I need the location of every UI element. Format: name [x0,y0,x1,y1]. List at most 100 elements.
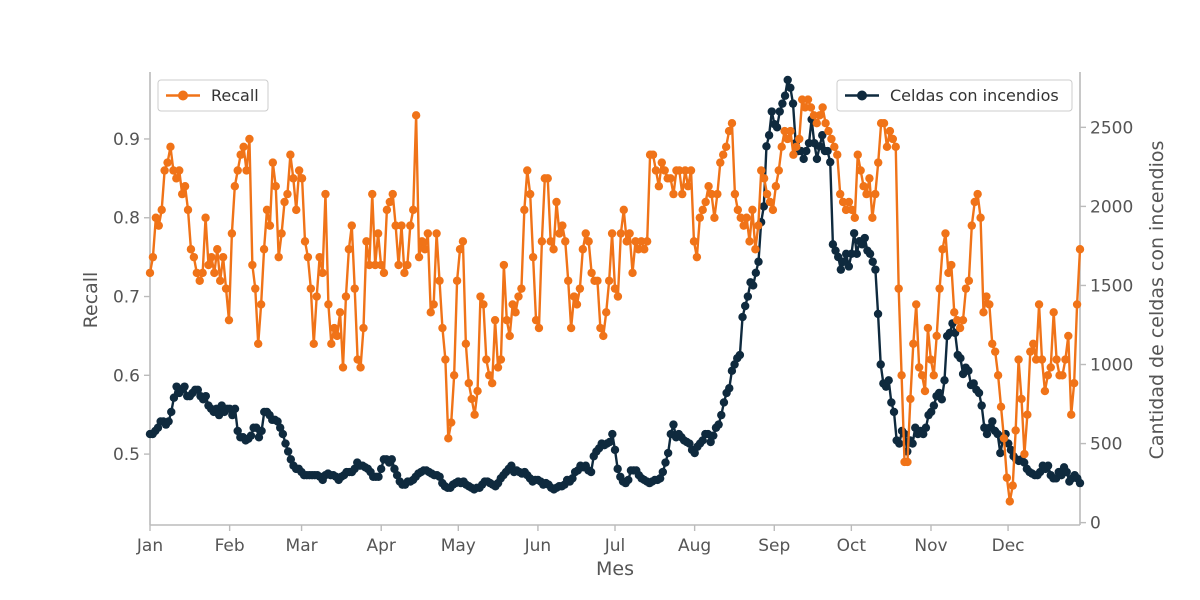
data-point [658,467,668,477]
data-point [999,434,1009,443]
data-point [686,166,696,175]
data-point [908,439,917,448]
data-point [789,150,798,159]
data-point [821,119,830,128]
data-point [772,123,782,132]
right-tick-label: 1000 [1090,356,1133,376]
data-point [376,260,386,270]
data-point [455,245,465,254]
data-point [743,292,753,301]
data-point [894,284,903,293]
data-point [228,410,237,420]
data-point [1046,363,1055,372]
data-point [1049,308,1058,317]
data-point [977,401,986,410]
data-point [390,464,399,474]
data-point [564,276,573,285]
data-point [525,189,535,199]
data-point [871,189,880,199]
data-point [895,439,904,448]
data-point [517,284,526,293]
data-point [432,229,441,238]
x-tick-label: Oct [837,536,867,556]
data-point [780,126,789,136]
data-point [414,252,424,262]
data-point [824,126,833,136]
data-point [751,268,761,278]
right-tick-label: 2000 [1090,197,1133,217]
data-point [762,189,772,199]
data-point [868,213,877,222]
left-tick-label: 0.9 [113,130,140,150]
data-point [675,166,684,175]
data-point [239,142,248,152]
data-point [716,158,725,167]
data-point [610,284,620,293]
data-point [690,448,699,458]
right-tick-label: 2500 [1090,118,1133,138]
data-point [631,237,640,246]
data-point [685,439,694,448]
data-point [256,300,266,309]
data-point [938,245,947,254]
x-tick-label: Apr [367,536,396,556]
data-point [912,300,921,309]
data-point [406,221,415,230]
data-point [827,134,836,144]
data-point [575,284,585,293]
data-point [879,119,889,128]
data-point [613,464,622,474]
data-point [634,245,643,254]
data-point [273,417,282,426]
data-point [888,134,898,144]
data-point [392,470,402,480]
data-point [160,166,169,175]
data-point [786,126,795,136]
data-point [678,189,687,199]
data-point [920,386,930,396]
data-point [262,205,272,215]
data-point [280,197,289,207]
data-point [818,103,827,112]
data-point [423,229,433,238]
data-point [973,189,982,199]
data-point [642,237,652,246]
data-point [660,166,669,175]
data-point [251,284,260,293]
data-point [306,284,316,293]
data-point [792,142,801,152]
data-point [974,388,984,398]
data-point [996,448,1005,458]
data-point [871,265,880,274]
data-point [268,158,278,167]
data-point [1075,245,1085,254]
data-point [523,166,532,175]
data-point [435,472,444,481]
data-point [692,252,702,262]
data-point [265,221,275,230]
data-point [1029,339,1038,348]
data-point [502,315,511,325]
data-point [608,429,617,439]
data-point [374,472,383,481]
series-recall [145,95,1085,506]
data-point [988,339,997,348]
data-point [683,182,693,191]
data-point [289,174,298,183]
data-point [698,436,707,445]
data-point [458,237,468,246]
data-point [1067,410,1076,419]
data-point [180,382,189,391]
data-point [1062,467,1071,477]
data-point [259,245,269,254]
data-point [717,410,726,420]
data-point [400,268,409,278]
data-point [230,404,240,413]
data-point [379,268,389,278]
data-point [578,245,588,254]
data-point [449,371,459,380]
data-point [318,268,327,278]
legend-right-label: Celdas con incendios [890,86,1059,105]
data-point [324,300,333,309]
data-point [154,221,163,230]
